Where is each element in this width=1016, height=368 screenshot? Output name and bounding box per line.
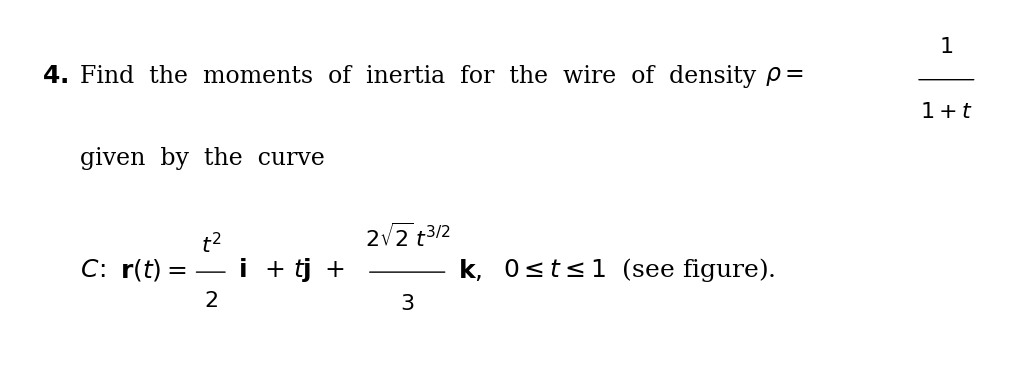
Text: $\mathbf{k},$: $\mathbf{k},$ xyxy=(457,257,482,283)
Text: $\mathbf{i}$: $\mathbf{i}$ xyxy=(238,259,247,282)
Text: Find  the  moments  of  inertia  for  the  wire  of  density: Find the moments of inertia for the wire… xyxy=(79,65,756,88)
Text: $\rho =$: $\rho =$ xyxy=(765,65,804,88)
Text: $\mathbf{r}(t) =$: $\mathbf{r}(t) =$ xyxy=(120,257,187,283)
Text: $\mathbf{4.}$: $\mathbf{4.}$ xyxy=(43,65,69,88)
Text: $+ \ t\mathbf{j} \ +$: $+ \ t\mathbf{j} \ +$ xyxy=(264,256,344,284)
Text: $3$: $3$ xyxy=(400,294,415,315)
Text: $1$: $1$ xyxy=(939,36,953,58)
Text: $2\sqrt{2}\,t^{3/2}$: $2\sqrt{2}\,t^{3/2}$ xyxy=(365,224,450,252)
Text: $C\!:$: $C\!:$ xyxy=(79,259,106,282)
Text: $2$: $2$ xyxy=(204,290,217,312)
Text: $1 + t$: $1 + t$ xyxy=(919,101,972,123)
Text: given  by  the  curve: given by the curve xyxy=(79,147,325,170)
Text: $t^2$: $t^2$ xyxy=(200,233,220,258)
Text: $0 \leq t \leq 1$  (see figure).: $0 \leq t \leq 1$ (see figure). xyxy=(503,256,775,284)
